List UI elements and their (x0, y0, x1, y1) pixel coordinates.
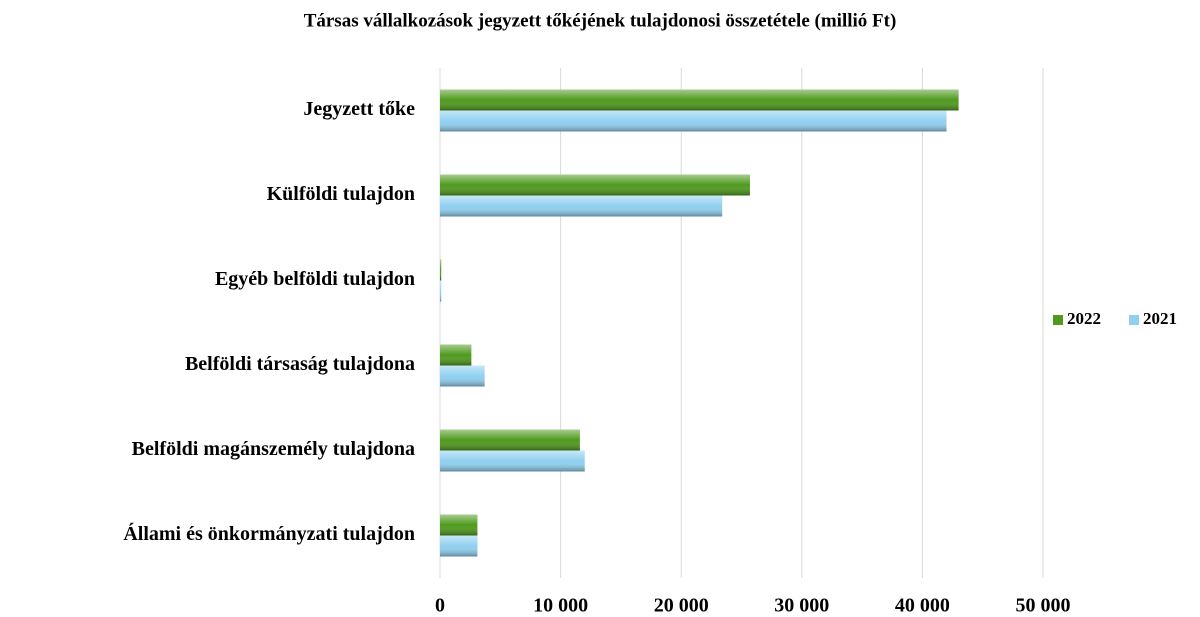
bar (440, 259, 442, 281)
y-tick-label: Külföldi tulajdon (267, 183, 415, 205)
x-tick-label: 40 000 (895, 595, 950, 617)
bar (440, 195, 723, 217)
bar (440, 280, 442, 302)
x-tick-label: 50 000 (1016, 595, 1071, 617)
x-tick-label: 0 (435, 595, 445, 617)
bar (440, 535, 478, 557)
bar (440, 110, 947, 132)
y-tick-label: Egyéb belföldi tulajdon (215, 268, 415, 290)
bar (440, 514, 478, 536)
y-tick-label: Jegyzett tőke (303, 98, 415, 120)
legend-label: 2022 (1067, 309, 1101, 328)
legend-swatch (1053, 315, 1063, 325)
y-tick-label: Belföldi magánszemély tulajdona (132, 438, 415, 460)
legend-swatch (1129, 315, 1139, 325)
bar (440, 365, 485, 387)
bar (440, 429, 580, 451)
y-tick-label: Belföldi társaság tulajdona (185, 353, 415, 375)
bar (440, 344, 472, 366)
bar (440, 89, 959, 111)
x-tick-label: 30 000 (774, 595, 829, 617)
legend-label: 2021 (1143, 309, 1177, 328)
bar (440, 450, 585, 472)
x-tick-label: 20 000 (654, 595, 709, 617)
y-tick-label: Állami és önkormányzati tulajdon (123, 522, 415, 545)
x-tick-label: 10 000 (533, 595, 588, 617)
chart-title: Társas vállalkozások jegyzett tőkéjének … (304, 10, 897, 31)
bar (440, 174, 750, 196)
